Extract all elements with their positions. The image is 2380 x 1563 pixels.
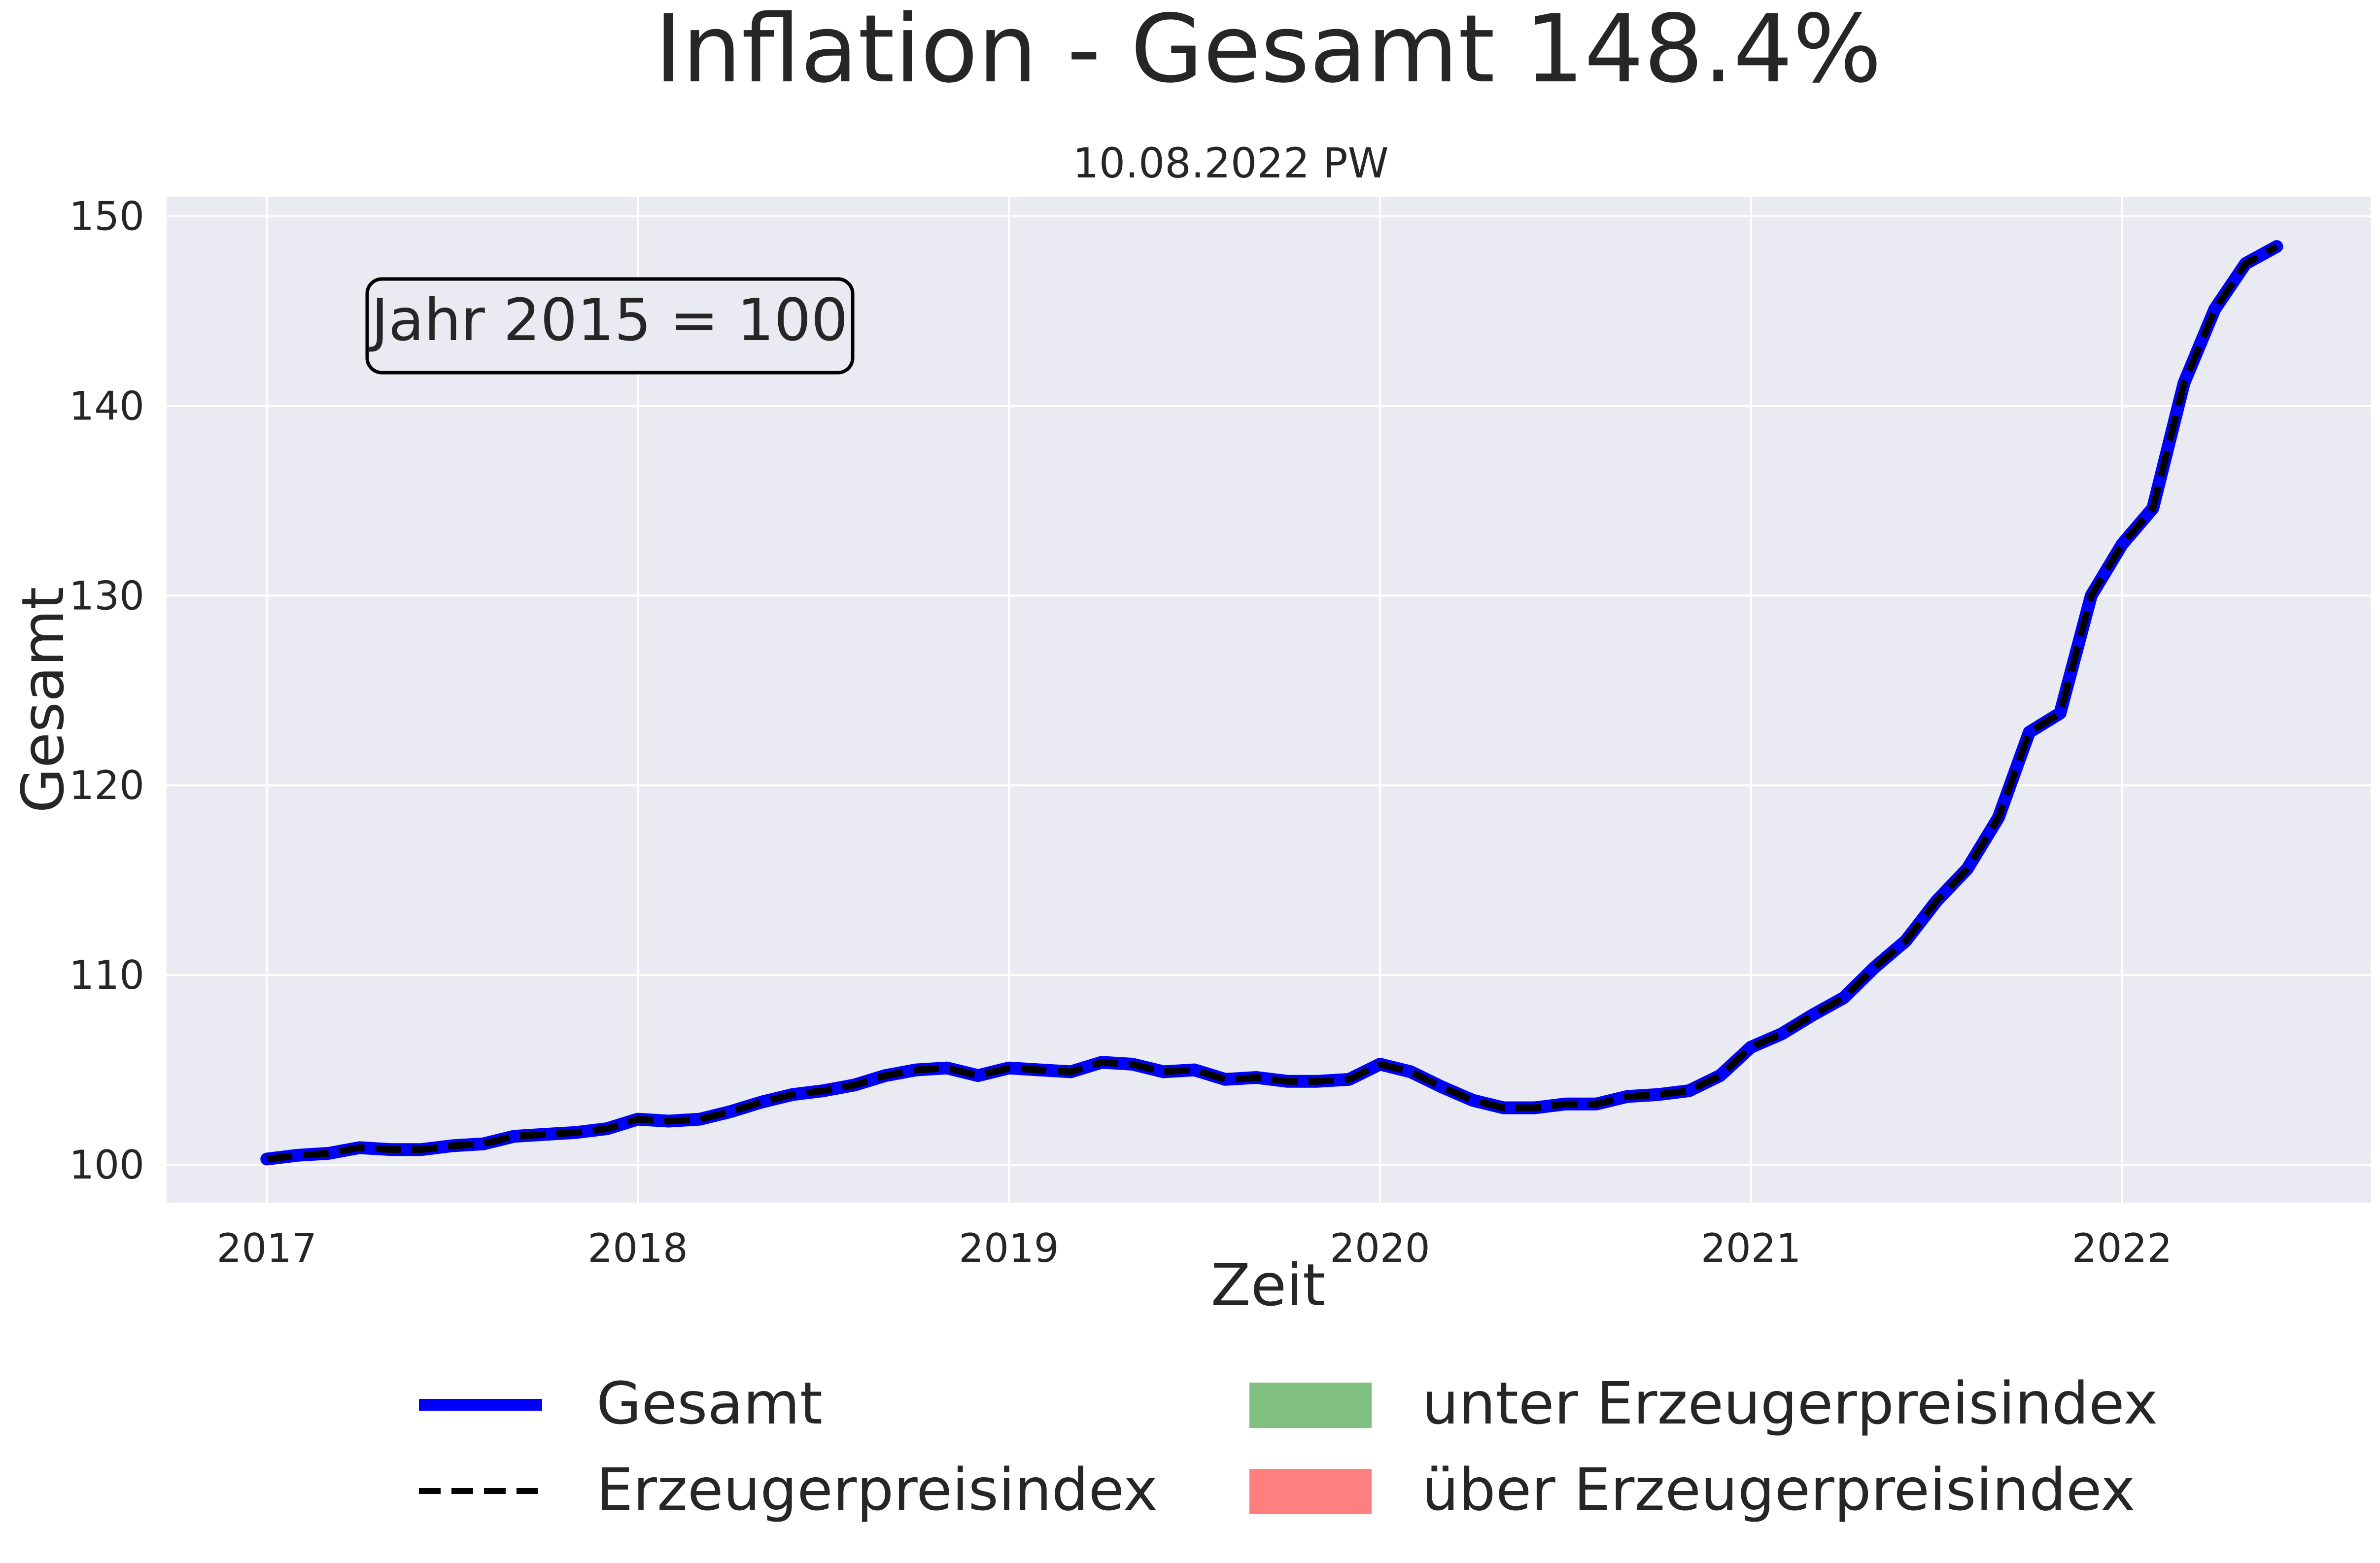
chart-subtitle: 10.08.2022 PW: [1072, 139, 1388, 187]
x-tick-label: 2019: [959, 1225, 1059, 1271]
legend: Gesamt Erzeugerpreisindex unter Erzeugerpr…: [419, 1369, 2158, 1524]
y-tick-label: 100: [69, 1142, 144, 1188]
y-tick-label: 140: [69, 383, 144, 429]
y-tick-label: 120: [69, 763, 144, 808]
x-tick-label: 2018: [587, 1225, 688, 1271]
x-axis-label: Zeit: [1211, 1251, 1326, 1319]
series-line-erzeugerpreisindex: [266, 243, 2278, 1163]
y-tick-label: 150: [69, 193, 144, 239]
x-tick-label: 2017: [216, 1225, 317, 1271]
x-tick-label: 2022: [2072, 1225, 2173, 1271]
legend-label: über Erzeugerpreisindex: [1422, 1456, 2135, 1524]
annotation-frame: [365, 277, 855, 375]
axis-ticks: 2017 2018 2019 2020 2021 2022 100 110 120 130 140 1…: [69, 193, 2172, 1271]
series-layer: [260, 240, 2283, 1166]
annotation-box: Jahr 2015 = 100: [365, 277, 855, 375]
y-axis-label: Gesamt: [9, 587, 77, 813]
chart-title: Inflation - Gesamt 148.4%: [655, 0, 1882, 104]
legend-swatch: [1249, 1383, 1372, 1428]
annotation-text: Jahr 2015 = 100: [368, 286, 848, 354]
legend-label: unter Erzeugerpreisindex: [1422, 1369, 2158, 1437]
legend-label: Erzeugerpreisindex: [596, 1456, 1158, 1524]
legend-label: Gesamt: [596, 1369, 823, 1437]
x-tick-label: 2021: [1701, 1225, 1801, 1271]
grid-lines: [167, 197, 2371, 1203]
y-tick-label: 110: [69, 952, 144, 998]
y-tick-label: 130: [69, 573, 144, 619]
legend-swatch: [1249, 1469, 1372, 1514]
x-tick-label: 2020: [1330, 1225, 1430, 1271]
